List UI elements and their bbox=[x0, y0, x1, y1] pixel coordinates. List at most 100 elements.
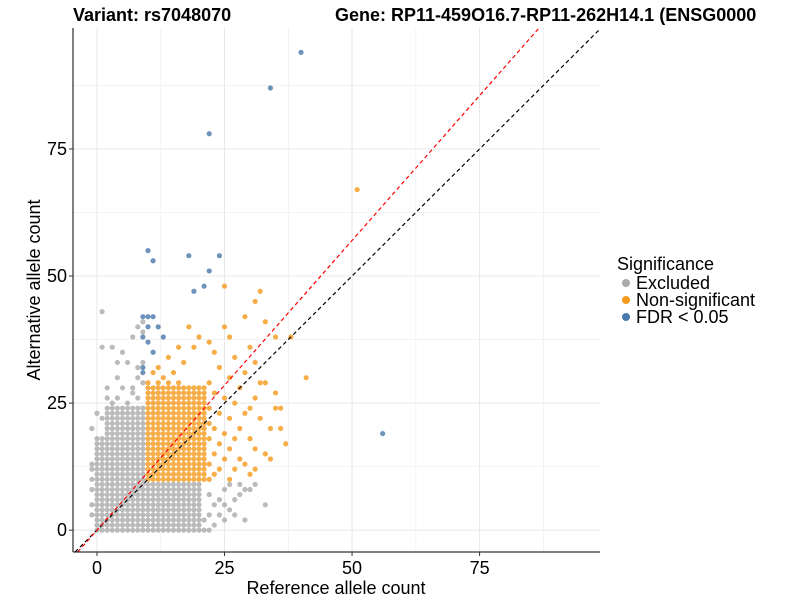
data-point bbox=[252, 446, 258, 452]
data-point bbox=[201, 456, 207, 462]
data-point bbox=[124, 481, 131, 488]
data-point bbox=[94, 446, 100, 452]
data-point bbox=[176, 405, 182, 411]
data-point bbox=[191, 481, 197, 488]
data-point bbox=[176, 517, 182, 523]
data-point bbox=[124, 410, 131, 416]
data-point bbox=[201, 441, 207, 447]
data-point bbox=[165, 451, 172, 457]
data-point bbox=[119, 436, 126, 442]
data-point bbox=[186, 415, 192, 421]
data-point bbox=[109, 425, 115, 432]
data-point bbox=[206, 476, 212, 482]
data-point bbox=[130, 522, 136, 528]
data-point bbox=[170, 369, 177, 376]
data-point bbox=[104, 410, 110, 416]
data-point bbox=[160, 334, 166, 340]
data-point bbox=[140, 502, 146, 508]
data-point bbox=[155, 405, 161, 411]
data-point bbox=[130, 461, 136, 467]
data-point bbox=[135, 456, 141, 462]
data-point bbox=[150, 405, 156, 411]
data-point bbox=[130, 471, 136, 477]
data-point bbox=[130, 451, 136, 457]
data-point bbox=[114, 522, 120, 528]
data-point bbox=[109, 400, 115, 406]
data-point bbox=[160, 497, 166, 503]
data-point bbox=[99, 456, 105, 462]
data-point bbox=[130, 334, 136, 340]
data-point bbox=[104, 476, 110, 482]
data-point bbox=[155, 451, 161, 457]
data-point bbox=[196, 446, 202, 452]
data-point bbox=[165, 502, 172, 508]
data-point bbox=[165, 441, 172, 447]
data-point bbox=[124, 517, 131, 523]
data-point bbox=[104, 451, 110, 457]
data-point bbox=[150, 314, 156, 320]
data-point bbox=[160, 507, 166, 513]
data-point bbox=[150, 385, 156, 391]
data-point bbox=[119, 466, 126, 472]
data-point bbox=[150, 451, 156, 457]
data-point bbox=[176, 481, 182, 488]
data-point bbox=[119, 507, 126, 513]
data-point bbox=[176, 436, 182, 442]
data-point bbox=[104, 522, 110, 528]
data-point bbox=[145, 491, 151, 498]
data-point bbox=[242, 369, 248, 376]
data-point bbox=[130, 385, 136, 391]
data-point bbox=[124, 502, 131, 508]
data-point bbox=[145, 390, 151, 396]
data-point bbox=[247, 405, 253, 411]
data-point bbox=[176, 415, 182, 421]
data-point bbox=[124, 512, 131, 518]
data-point bbox=[262, 502, 268, 508]
data-point bbox=[181, 359, 187, 366]
data-point bbox=[181, 436, 187, 442]
data-point bbox=[130, 405, 136, 411]
data-point bbox=[89, 512, 95, 518]
data-point bbox=[145, 497, 151, 503]
data-point bbox=[201, 436, 207, 442]
data-point bbox=[94, 481, 100, 488]
data-point bbox=[104, 497, 110, 503]
data-point bbox=[176, 400, 182, 406]
data-point bbox=[99, 446, 105, 452]
data-point bbox=[252, 395, 258, 401]
data-point bbox=[181, 400, 187, 406]
data-point bbox=[145, 461, 151, 467]
data-point bbox=[176, 430, 182, 437]
data-point bbox=[89, 486, 95, 493]
data-point bbox=[104, 486, 110, 493]
data-point bbox=[145, 446, 151, 452]
data-point bbox=[262, 451, 268, 457]
data-point bbox=[278, 425, 284, 432]
data-point bbox=[186, 517, 192, 523]
data-point bbox=[186, 507, 192, 513]
data-point bbox=[145, 512, 151, 518]
data-point bbox=[176, 395, 182, 401]
data-point bbox=[119, 517, 126, 523]
data-point bbox=[181, 471, 187, 477]
data-point bbox=[206, 339, 212, 345]
data-point bbox=[94, 476, 100, 482]
data-point bbox=[140, 415, 146, 421]
x-tick-label: 75 bbox=[470, 558, 490, 578]
data-point bbox=[170, 400, 177, 406]
data-point bbox=[191, 390, 197, 396]
data-point bbox=[145, 507, 151, 513]
data-point bbox=[181, 430, 187, 437]
data-point bbox=[94, 410, 100, 416]
data-point bbox=[109, 502, 115, 508]
data-point bbox=[119, 415, 126, 421]
data-point bbox=[232, 512, 238, 518]
data-point bbox=[221, 395, 228, 401]
data-point bbox=[104, 420, 110, 427]
data-point bbox=[99, 451, 105, 457]
data-point bbox=[119, 497, 126, 503]
data-point bbox=[104, 395, 110, 401]
data-point bbox=[196, 420, 202, 427]
data-point bbox=[104, 481, 110, 488]
data-point bbox=[135, 517, 141, 523]
